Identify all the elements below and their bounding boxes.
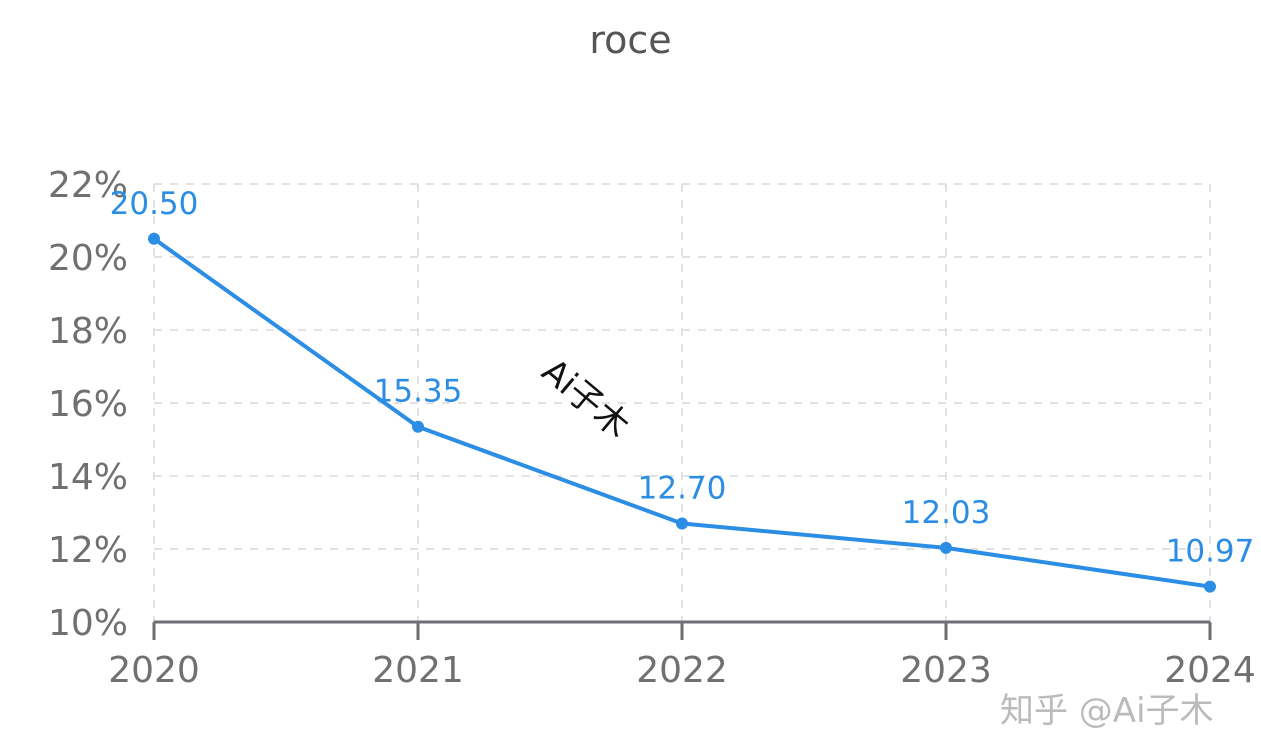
data-point [148,232,160,245]
x-tick-label: 2020 [108,650,200,691]
x-tick-label: 2021 [372,650,464,691]
x-tick-label: 2023 [900,650,992,691]
y-tick-label: 18% [48,311,128,352]
y-tick-label: 20% [48,238,128,279]
x-tick-label: 2022 [636,650,728,691]
data-point [676,517,688,530]
data-point [1204,580,1216,593]
data-point [412,420,424,433]
y-tick-label: 22% [48,165,128,206]
x-tick-label: 2024 [1164,650,1256,691]
y-tick-label: 12% [48,530,128,571]
y-tick-label: 10% [48,603,128,644]
data-point [940,541,952,554]
data-label: 12.03 [902,495,991,531]
data-label: 20.50 [110,186,199,222]
data-label: 15.35 [374,374,463,410]
data-label: 10.97 [1166,534,1255,570]
data-label: 12.70 [638,470,727,506]
y-tick-label: 16% [48,384,128,425]
y-tick-label: 14% [48,457,128,498]
watermark-corner: 知乎 @Ai子木 [1000,691,1214,731]
chart-title: roce [589,18,672,62]
